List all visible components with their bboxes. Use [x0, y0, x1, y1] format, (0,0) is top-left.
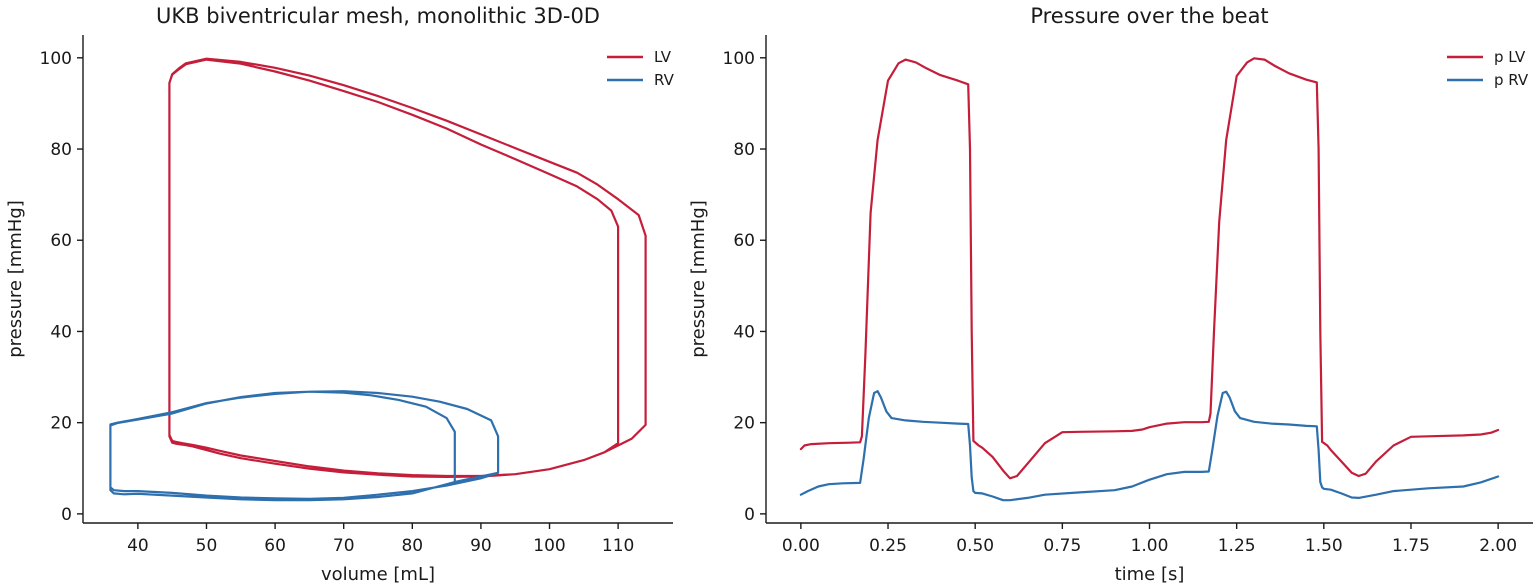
legend-label: RV — [654, 71, 675, 89]
x-tick-label: 110 — [602, 536, 634, 556]
y-tick-label: 40 — [733, 322, 755, 342]
y-tick-label: 100 — [723, 49, 755, 69]
y-tick-label: 80 — [733, 140, 755, 160]
x-tick-label: 40 — [127, 536, 149, 556]
x-tick-label: 2.00 — [1479, 536, 1517, 556]
x-tick-label: 0.00 — [782, 536, 820, 556]
y-tick-label: 80 — [50, 140, 72, 160]
x-tick-label: 1.25 — [1218, 536, 1256, 556]
y-axis-label: pressure [mmHg] — [688, 200, 709, 358]
x-tick-label: 50 — [196, 536, 218, 556]
x-axis-label: volume [mL] — [321, 564, 435, 585]
y-tick-label: 0 — [744, 505, 755, 525]
x-tick-label: 0.75 — [1043, 536, 1081, 556]
chart-title: Pressure over the beat — [1030, 4, 1268, 28]
x-tick-label: 1.50 — [1305, 536, 1343, 556]
y-axis-label: pressure [mmHg] — [5, 200, 26, 358]
y-tick-label: 20 — [733, 414, 755, 434]
y-tick-label: 0 — [61, 505, 72, 525]
y-tick-label: 20 — [50, 414, 72, 434]
legend-label: p LV — [1494, 48, 1526, 66]
x-tick-label: 0.50 — [956, 536, 994, 556]
series-line-lv — [168, 57, 647, 478]
x-axis-label: time [s] — [1115, 564, 1185, 585]
x-tick-label: 100 — [533, 536, 565, 556]
x-tick-label: 60 — [264, 536, 286, 556]
x-tick-label: 1.00 — [1131, 536, 1169, 556]
x-tick-label: 0.25 — [869, 536, 907, 556]
x-tick-label: 90 — [470, 536, 492, 556]
x-tick-label: 80 — [401, 536, 423, 556]
y-tick-label: 60 — [733, 231, 755, 251]
x-tick-label: 1.75 — [1392, 536, 1430, 556]
chart-title: UKB biventricular mesh, monolithic 3D-0D — [156, 4, 600, 28]
pressure-time-chart: Pressure over the beat 0 20 40 60 80 100 0.00 0.… — [688, 4, 1533, 585]
y-tick-label: 60 — [50, 231, 72, 251]
series-line-p-rv — [799, 390, 1500, 502]
series-line-p-lv — [799, 57, 1500, 480]
series-line-rv — [109, 390, 500, 502]
legend-label: LV — [654, 48, 672, 66]
x-tick-label: 70 — [333, 536, 355, 556]
legend-label: p RV — [1494, 71, 1529, 89]
y-tick-label: 100 — [40, 49, 72, 69]
y-tick-label: 40 — [50, 322, 72, 342]
pv-loop-chart: UKB biventricular mesh, monolithic 3D-0D… — [5, 4, 675, 585]
